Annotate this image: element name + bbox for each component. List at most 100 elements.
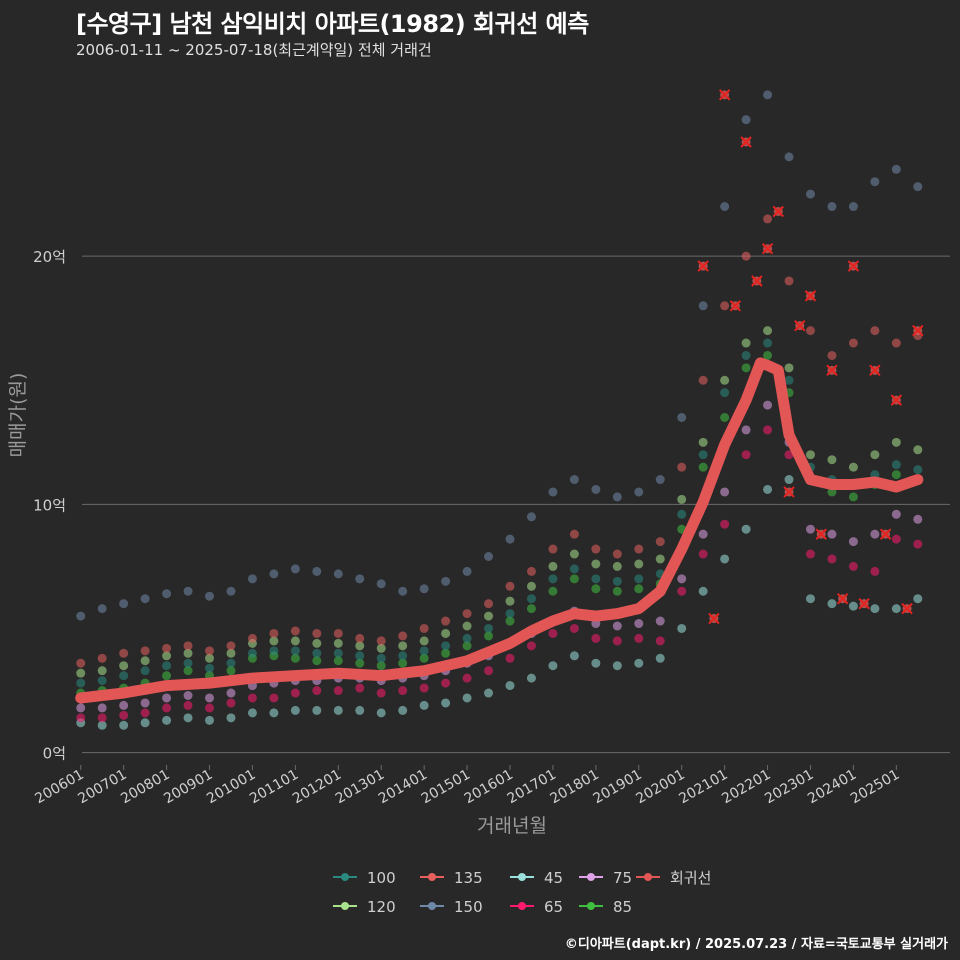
data-point: [333, 628, 343, 638]
data-point: [226, 713, 236, 723]
data-point: [634, 619, 644, 629]
data-point: [484, 688, 494, 698]
data-point: [591, 633, 601, 643]
data-point: [698, 437, 708, 447]
data-point: [97, 713, 107, 723]
data-point: [891, 437, 901, 447]
data-point: [484, 623, 494, 633]
data-point: [805, 326, 815, 336]
outlier-x: [751, 275, 763, 287]
data-point: [441, 698, 451, 708]
data-point: [355, 658, 365, 668]
x-tick-label: 202201: [719, 767, 773, 808]
outlier-marker: [879, 528, 892, 540]
data-point: [162, 693, 172, 703]
series-65: [76, 425, 923, 723]
data-point: [462, 633, 472, 643]
data-point: [183, 666, 193, 676]
legend-key-dot: [518, 902, 526, 910]
data-point: [526, 604, 536, 614]
data-point: [891, 338, 901, 348]
data-point: [162, 651, 172, 661]
data-point: [183, 700, 193, 710]
data-point: [569, 564, 579, 574]
data-point: [290, 646, 300, 656]
outlier-x: [804, 290, 817, 302]
data-point: [333, 638, 343, 648]
data-point: [398, 586, 408, 596]
data-point: [247, 648, 257, 658]
data-point: [376, 643, 386, 653]
data-point: [870, 177, 880, 187]
data-point: [505, 653, 515, 663]
data-point: [720, 519, 730, 529]
data-point: [226, 688, 236, 698]
data-point: [376, 653, 386, 663]
data-point: [612, 561, 622, 571]
x-tick-label: 202101: [676, 767, 730, 808]
legend-item-85: 85: [579, 898, 632, 916]
outlier-x: [718, 89, 731, 101]
data-point: [784, 375, 794, 385]
x-tick-label: 202301: [762, 767, 816, 808]
data-point: [913, 445, 923, 455]
outlier-x: [836, 592, 849, 605]
data-point: [290, 564, 300, 574]
data-point: [76, 611, 86, 621]
data-point: [913, 465, 923, 475]
data-point: [312, 648, 322, 658]
x-tick-label: 202401: [805, 767, 859, 808]
data-point: [634, 487, 644, 497]
data-point: [569, 529, 579, 539]
data-point: [720, 388, 730, 398]
data-point: [591, 584, 601, 594]
data-point: [376, 708, 386, 718]
data-point: [913, 539, 923, 549]
legend-key-dot: [428, 902, 436, 910]
x-tick-label: 202501: [848, 767, 902, 808]
data-point: [526, 581, 536, 591]
data-point: [698, 375, 708, 385]
data-point: [76, 658, 86, 668]
data-point: [226, 698, 236, 708]
data-point: [827, 202, 837, 212]
data-point: [870, 450, 880, 460]
legend-item-150: 150: [420, 898, 483, 916]
outlier-marker: [708, 612, 720, 625]
outlier-x: [708, 612, 720, 625]
data-point: [741, 425, 751, 435]
data-point: [183, 586, 193, 596]
data-point: [76, 703, 86, 713]
data-point: [441, 641, 451, 651]
chart-subtitle: 2006-01-11 ~ 2025-07-18(최근계약일) 전체 거래건: [76, 41, 432, 59]
data-point: [269, 636, 279, 646]
legend-item-75: 75: [579, 869, 632, 887]
data-point: [355, 651, 365, 661]
data-point: [591, 484, 601, 494]
data-point: [891, 509, 901, 519]
outlier-marker: [804, 290, 817, 302]
series-135: [76, 214, 923, 668]
series-120: [76, 326, 923, 678]
outlier-marker: [869, 364, 881, 377]
data-point: [677, 462, 687, 472]
data-point: [183, 658, 193, 668]
data-point: [162, 715, 172, 725]
data-point: [720, 202, 730, 212]
data-point: [655, 653, 665, 663]
data-point: [290, 705, 300, 715]
outlier-marker: [783, 486, 795, 498]
data-point: [76, 668, 86, 678]
data-point: [913, 594, 923, 604]
data-point: [677, 623, 687, 633]
data-point: [698, 450, 708, 460]
data-point: [784, 363, 794, 373]
data-point: [569, 623, 579, 633]
data-point: [677, 413, 687, 422]
legend-item-120: 120: [333, 898, 396, 916]
data-point: [441, 576, 451, 586]
x-tick-label: 201101: [247, 767, 301, 808]
data-point: [97, 703, 107, 713]
outlier-markers: [697, 89, 924, 625]
data-point: [333, 569, 343, 579]
